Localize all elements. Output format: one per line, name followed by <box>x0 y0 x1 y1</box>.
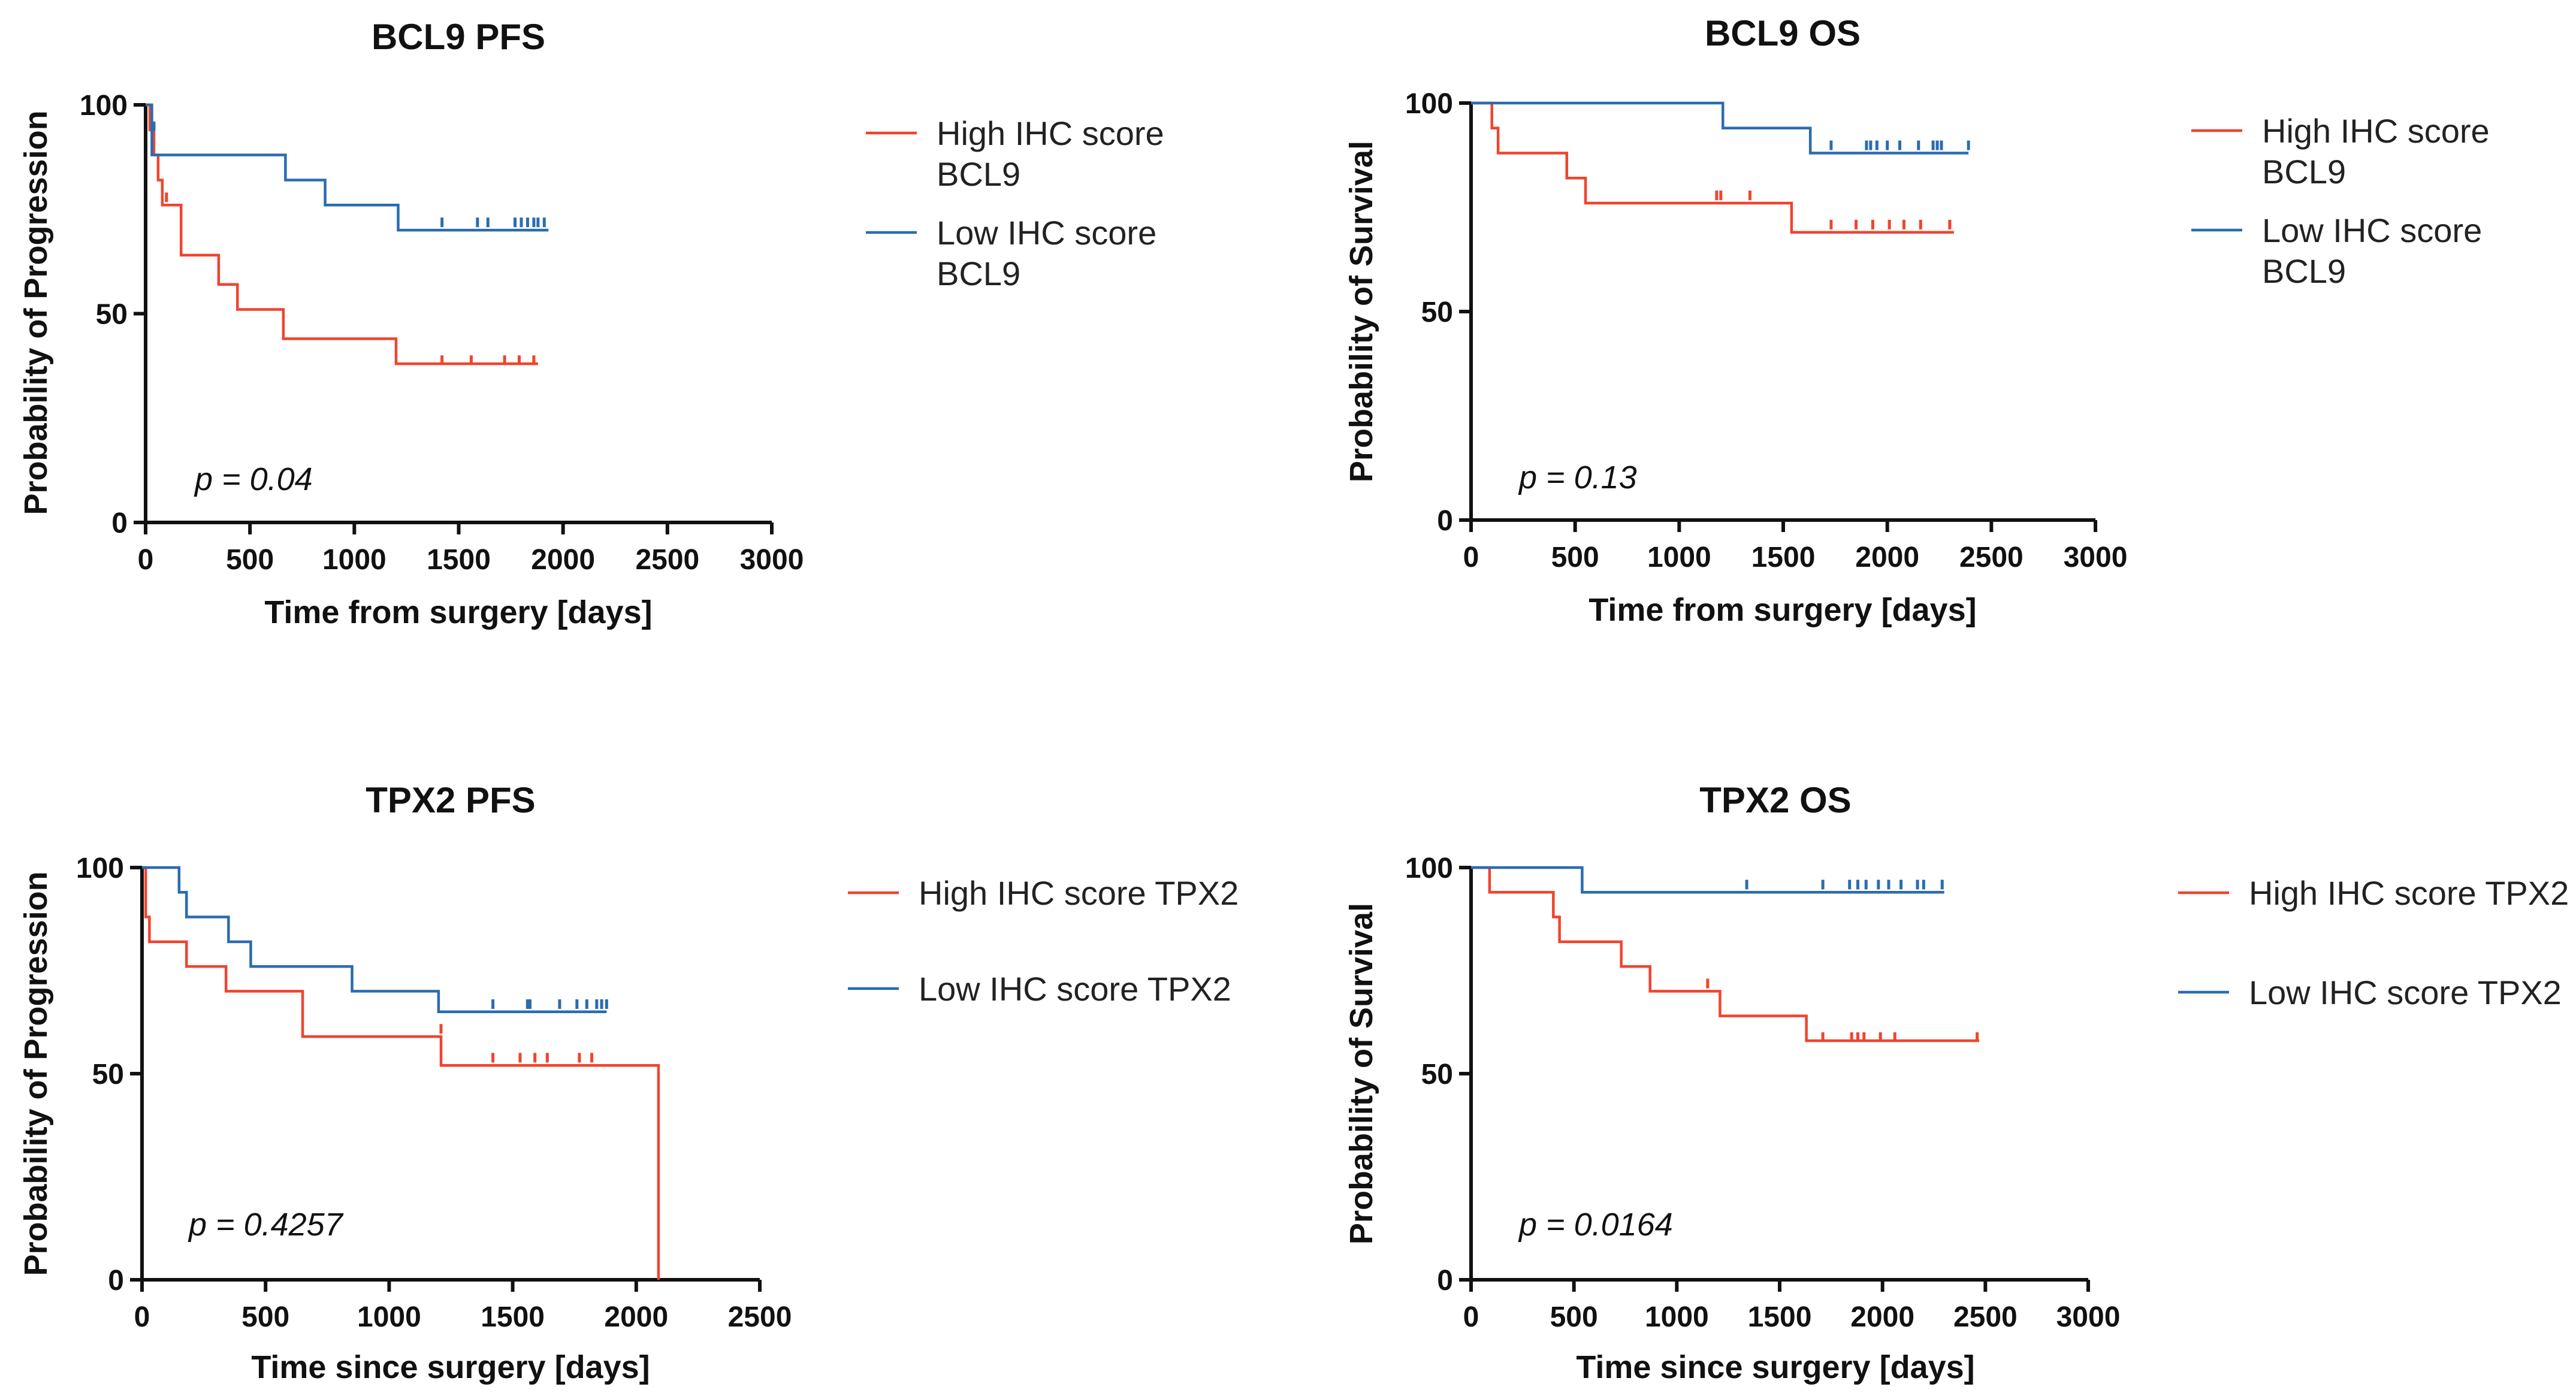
x-tick-label: 0 <box>1463 542 1479 573</box>
x-tick-label: 2500 <box>635 544 699 576</box>
y-tick-label: 100 <box>1405 853 1453 884</box>
x-tick-label: 500 <box>1551 542 1599 573</box>
x-tick-label: 2500 <box>728 1301 792 1333</box>
km-curve-high <box>146 103 538 365</box>
legend-entry-high: High IHC score BCL9 <box>866 114 1164 193</box>
legend-label-high: High IHC score TPX2 <box>2249 874 2569 912</box>
x-tick-label: 0 <box>138 544 154 576</box>
legend-label-low-line1: Low IHC score <box>937 214 1156 252</box>
y-tick-label: 50 <box>1421 297 1453 328</box>
panel-title: BCL9 PFS <box>372 17 545 57</box>
y-axis-label: Probability of Survival <box>1343 141 1379 482</box>
x-tick-label: 0 <box>134 1301 150 1333</box>
legend-label-high-line1: High IHC score <box>937 114 1164 152</box>
km-curve-low <box>1471 101 1969 155</box>
legend-entry-high: High IHC score BCL9 <box>2191 112 2490 191</box>
km-curve-high <box>142 866 660 1280</box>
y-tick-label: 0 <box>1437 1265 1453 1297</box>
x-tick-label: 2000 <box>1850 1301 1914 1333</box>
km-curve-low <box>142 866 607 1014</box>
x-tick-label: 1000 <box>357 1301 421 1333</box>
x-tick-label: 3000 <box>2064 542 2128 573</box>
x-tick-label: 1500 <box>1748 1301 1812 1333</box>
legend: High IHC score BCL9 Low IHC score BCL9 <box>2191 112 2490 290</box>
panel-tpx2-os: TPX2 OS Time since surgery [days] Probab… <box>1343 780 2569 1385</box>
x-tick-label: 500 <box>226 544 274 576</box>
km-curve-low <box>146 103 549 232</box>
legend-label-high-line1: High IHC score <box>2262 112 2490 150</box>
panel-tpx2-pfs: TPX2 PFS Time since surgery [days] Proba… <box>18 780 1239 1385</box>
y-axis-label: Probability of Survival <box>1343 903 1379 1244</box>
panel-title: BCL9 OS <box>1705 13 1861 53</box>
legend-label-low-line2: BCL9 <box>937 255 1020 292</box>
x-tick-label: 1500 <box>427 544 491 576</box>
x-tick-label: 1000 <box>1647 542 1711 573</box>
legend-entry-low: Low IHC score TPX2 <box>848 970 1231 1008</box>
y-tick-label: 100 <box>1405 88 1453 120</box>
legend-entry-low: Low IHC score TPX2 <box>2178 974 2562 1011</box>
y-tick-label: 50 <box>1421 1059 1453 1090</box>
x-axis-label: Time since surgery [days] <box>1576 1349 1974 1385</box>
legend-label-low: Low IHC score TPX2 <box>2249 974 2562 1011</box>
x-tick-label: 3000 <box>740 544 804 576</box>
p-value: p = 0.13 <box>1518 460 1637 495</box>
x-tick-label: 2000 <box>604 1301 668 1333</box>
p-value: p = 0.4257 <box>188 1207 344 1243</box>
legend-entry-high: High IHC score TPX2 <box>848 874 1239 912</box>
y-tick-label: 0 <box>1437 505 1453 537</box>
x-tick-label: 2500 <box>1959 542 2024 573</box>
panel-bcl9-os: BCL9 OS Time from surgery [days] Probabi… <box>1343 13 2490 628</box>
x-axis-label: Time from surgery [days] <box>264 594 652 630</box>
legend-entry-high: High IHC score TPX2 <box>2178 874 2569 912</box>
legend-label-low: Low IHC score TPX2 <box>919 970 1231 1008</box>
x-tick-label: 1500 <box>1751 542 1816 573</box>
km-curve-high <box>1471 101 1954 234</box>
legend: High IHC score TPX2 Low IHC score TPX2 <box>848 874 1239 1008</box>
panel-bcl9-pfs: BCL9 PFS Time from surgery [days] Probab… <box>18 17 1164 630</box>
y-axis-label: Probability of Progression <box>18 871 54 1276</box>
panel-title: TPX2 PFS <box>366 780 535 820</box>
p-value: p = 0.0164 <box>1518 1207 1673 1243</box>
x-tick-label: 2000 <box>1855 542 1919 573</box>
legend: High IHC score TPX2 Low IHC score TPX2 <box>2178 874 2569 1011</box>
legend-label-low-line2: BCL9 <box>2262 252 2346 290</box>
legend-label-high-line2: BCL9 <box>2262 153 2346 191</box>
x-tick-label: 500 <box>241 1301 289 1333</box>
x-tick-label: 500 <box>1550 1301 1598 1333</box>
x-tick-label: 1000 <box>1645 1301 1709 1333</box>
y-tick-label: 50 <box>92 1059 124 1090</box>
legend-entry-low: Low IHC score BCL9 <box>2191 211 2482 290</box>
legend-label-high-line2: BCL9 <box>937 155 1020 193</box>
legend-entry-low: Low IHC score BCL9 <box>866 214 1156 292</box>
x-axis-label: Time from surgery [days] <box>1589 592 1976 628</box>
x-tick-label: 2500 <box>1953 1301 2018 1333</box>
y-tick-label: 100 <box>76 853 124 884</box>
legend-label-low-line1: Low IHC score <box>2262 211 2482 249</box>
y-tick-label: 0 <box>108 1265 124 1297</box>
panel-title: TPX2 OS <box>1699 780 1851 820</box>
legend-label-high: High IHC score TPX2 <box>919 874 1239 912</box>
x-tick-label: 1000 <box>322 544 386 576</box>
legend: High IHC score BCL9 Low IHC score BCL9 <box>866 114 1164 292</box>
x-axis-label: Time since surgery [days] <box>251 1349 650 1385</box>
x-tick-label: 2000 <box>531 544 595 576</box>
y-axis-label: Probability of Progression <box>18 110 54 515</box>
x-tick-label: 0 <box>1463 1301 1479 1333</box>
y-tick-label: 50 <box>96 299 128 331</box>
x-tick-label: 3000 <box>2056 1301 2121 1333</box>
y-tick-label: 0 <box>111 507 128 539</box>
y-tick-label: 100 <box>80 90 128 122</box>
km-curve-high <box>1471 866 1980 1043</box>
x-tick-label: 1500 <box>481 1301 545 1333</box>
km-curve-low <box>1471 866 1944 894</box>
p-value: p = 0.04 <box>194 461 313 497</box>
